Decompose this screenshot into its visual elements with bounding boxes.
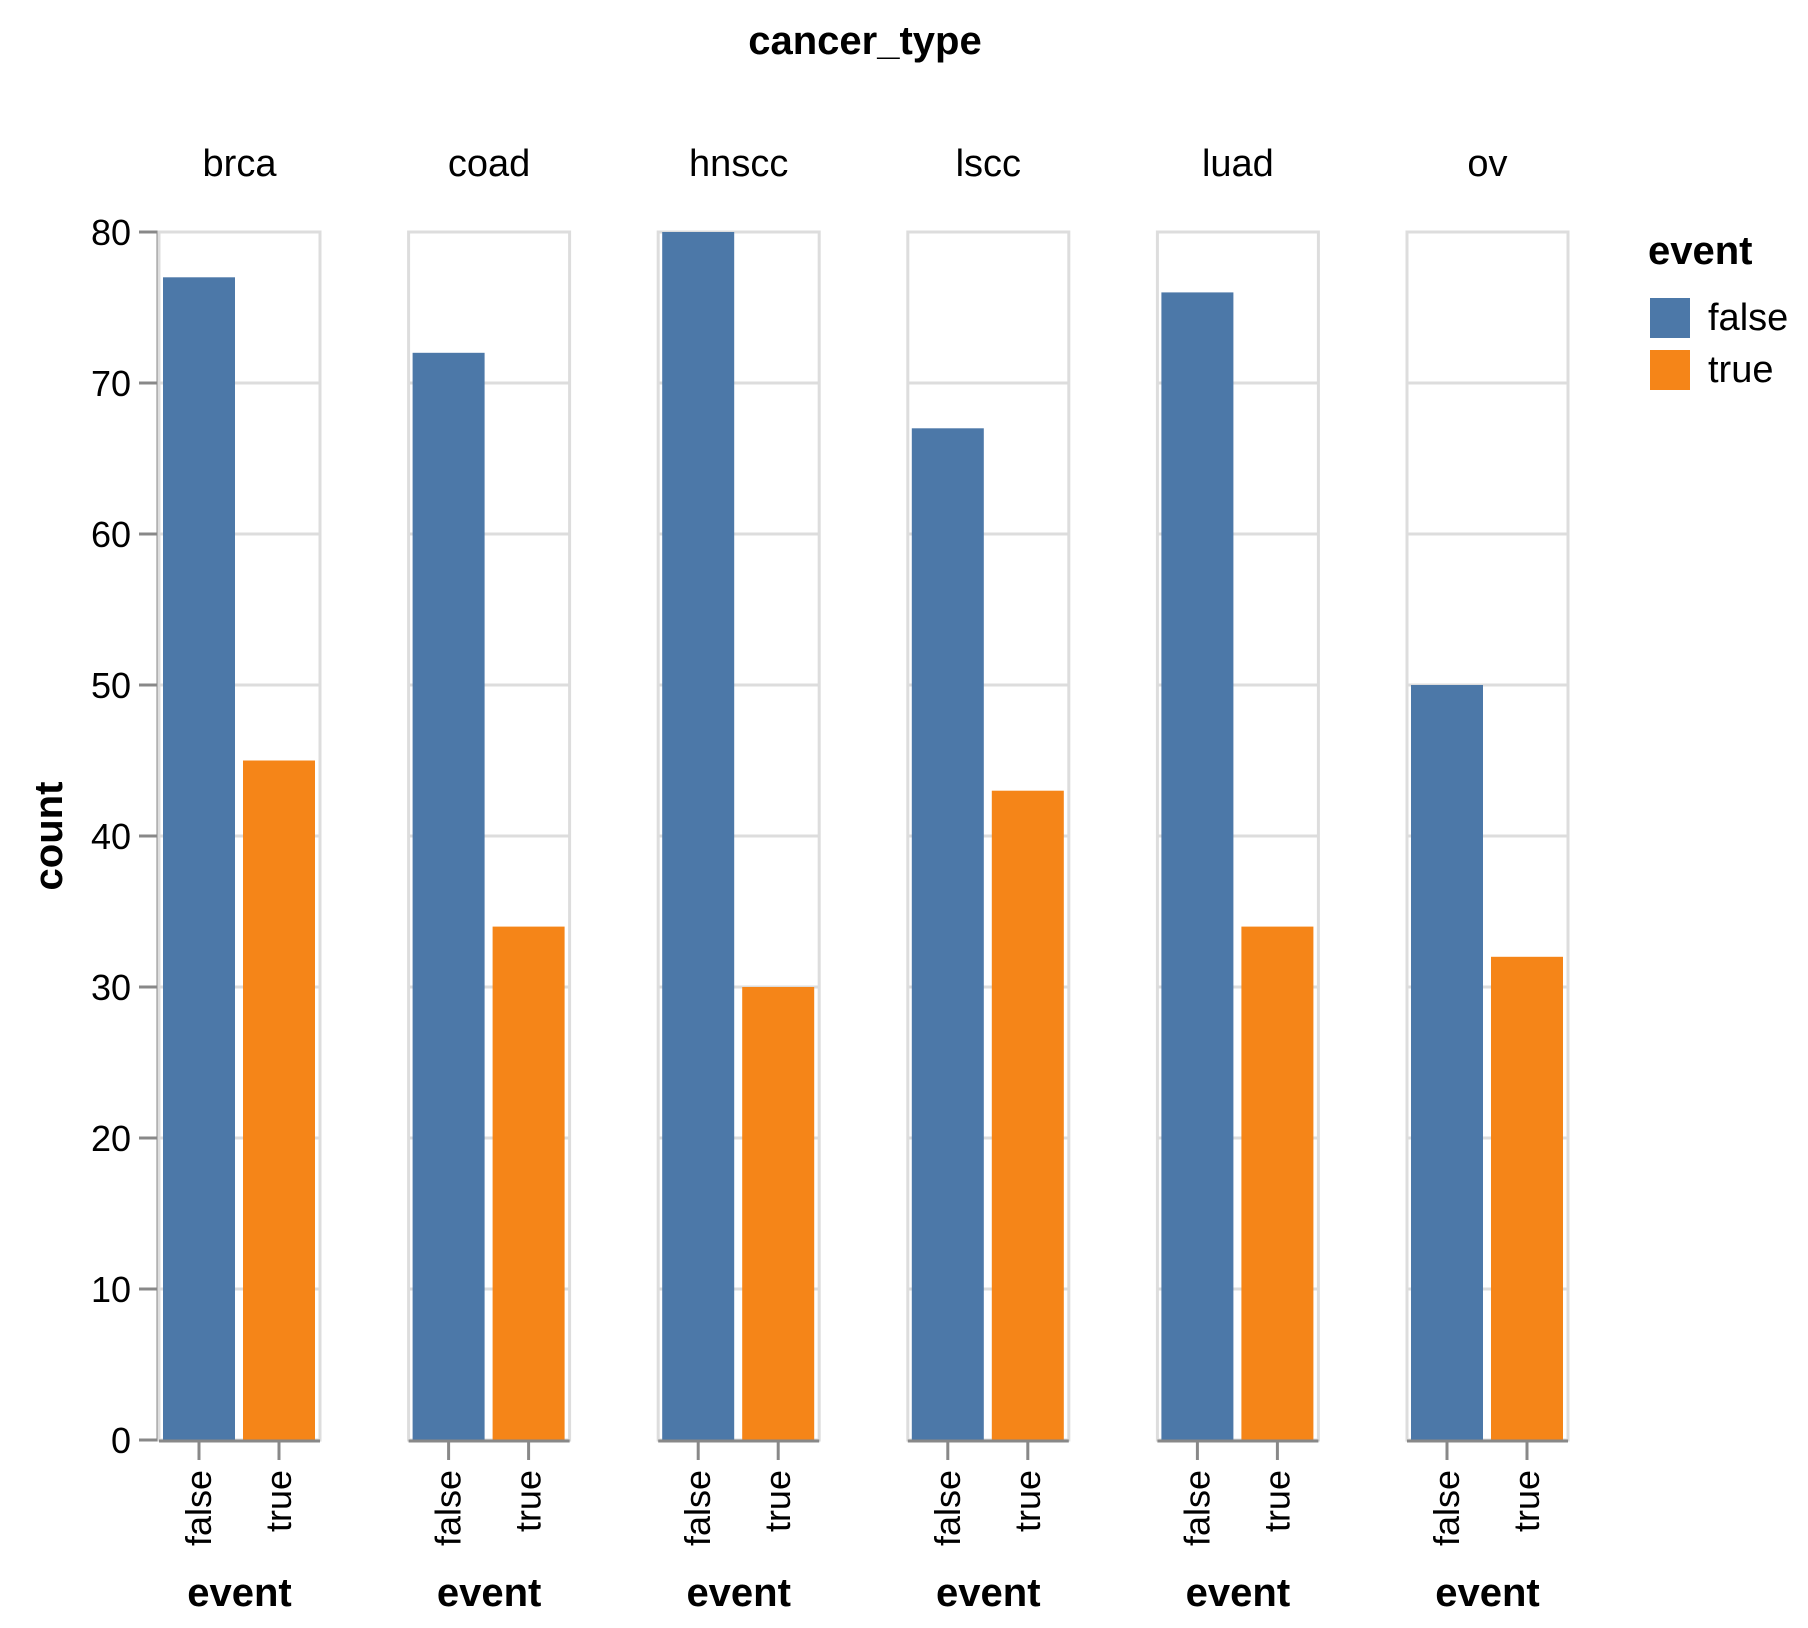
x-axis-title: event xyxy=(1435,1571,1540,1615)
facet-panel-brca: brca false true event xyxy=(157,143,322,1615)
y-tick-label: 50 xyxy=(91,665,131,706)
x-axis-title: event xyxy=(936,1571,1041,1615)
bar-ov-true xyxy=(1491,956,1563,1440)
y-tick-label: 20 xyxy=(91,1118,131,1159)
facet-title: luad xyxy=(1202,143,1274,185)
bar-hnscc-false xyxy=(662,232,735,1440)
x-tick-label: false xyxy=(927,1470,968,1546)
y-tick-label: 80 xyxy=(91,212,131,253)
bar-coad-false xyxy=(412,352,485,1440)
legend-swatch-false xyxy=(1650,298,1690,338)
facet-title: coad xyxy=(448,143,530,185)
x-tick-label: true xyxy=(1506,1470,1547,1532)
legend-swatch-true xyxy=(1650,350,1690,390)
x-tick-label: true xyxy=(508,1470,549,1532)
x-axis-title: event xyxy=(1186,1571,1291,1615)
facet-title: hnscc xyxy=(689,143,788,185)
x-tick-label: true xyxy=(258,1470,299,1532)
facet-panel-lscc: lscc false true event xyxy=(906,143,1071,1615)
facet-panel-hnscc: hnscc false true event xyxy=(656,143,821,1615)
y-tick-label: 40 xyxy=(91,816,131,857)
bar-brca-false xyxy=(163,277,235,1440)
x-tick-label: false xyxy=(428,1470,469,1546)
x-axis-title: event xyxy=(437,1571,542,1615)
legend-label: false xyxy=(1708,297,1788,339)
x-tick-label: false xyxy=(1426,1470,1467,1546)
x-tick-label: false xyxy=(677,1470,718,1546)
bar-luad-false xyxy=(1161,292,1234,1440)
x-tick-label: true xyxy=(1007,1470,1048,1532)
x-tick-label: false xyxy=(178,1470,219,1546)
y-axis-title: count xyxy=(27,782,71,891)
y-tick-label: 60 xyxy=(91,514,131,555)
y-tick-label: 70 xyxy=(91,363,131,404)
facet-panel-ov: ov false true event xyxy=(1405,143,1570,1615)
legend: event false true xyxy=(1648,229,1788,391)
bar-luad-true xyxy=(1241,926,1314,1440)
bar-hnscc-true xyxy=(742,987,815,1440)
legend-title: event xyxy=(1648,229,1753,273)
bar-coad-true xyxy=(492,926,565,1440)
bar-lscc-true xyxy=(991,790,1064,1440)
x-tick-label: true xyxy=(1256,1470,1297,1532)
bar-lscc-false xyxy=(911,428,984,1440)
plot-area: 0 10 20 30 40 50 60 70 80 count brca false true event… xyxy=(27,143,1570,1615)
facet-panel-luad: luad false true event xyxy=(1155,143,1320,1615)
facet-title: brca xyxy=(203,143,278,185)
facet-panel-coad: coad false true event xyxy=(407,143,572,1615)
x-axis-title: event xyxy=(187,1571,292,1615)
y-tick-label: 10 xyxy=(91,1269,131,1310)
bar-brca-true xyxy=(243,760,315,1440)
x-axis-title: event xyxy=(686,1571,791,1615)
legend-label: true xyxy=(1708,349,1773,391)
y-tick-label: 0 xyxy=(111,1420,131,1461)
facet-title: lscc xyxy=(956,143,1021,185)
x-tick-label: false xyxy=(1176,1470,1217,1546)
y-tick-label: 30 xyxy=(91,967,131,1008)
facet-header-title: cancer_type xyxy=(748,19,981,63)
facet-title: ov xyxy=(1467,143,1507,185)
bar-ov-false xyxy=(1411,685,1483,1440)
x-tick-label: true xyxy=(757,1470,798,1532)
